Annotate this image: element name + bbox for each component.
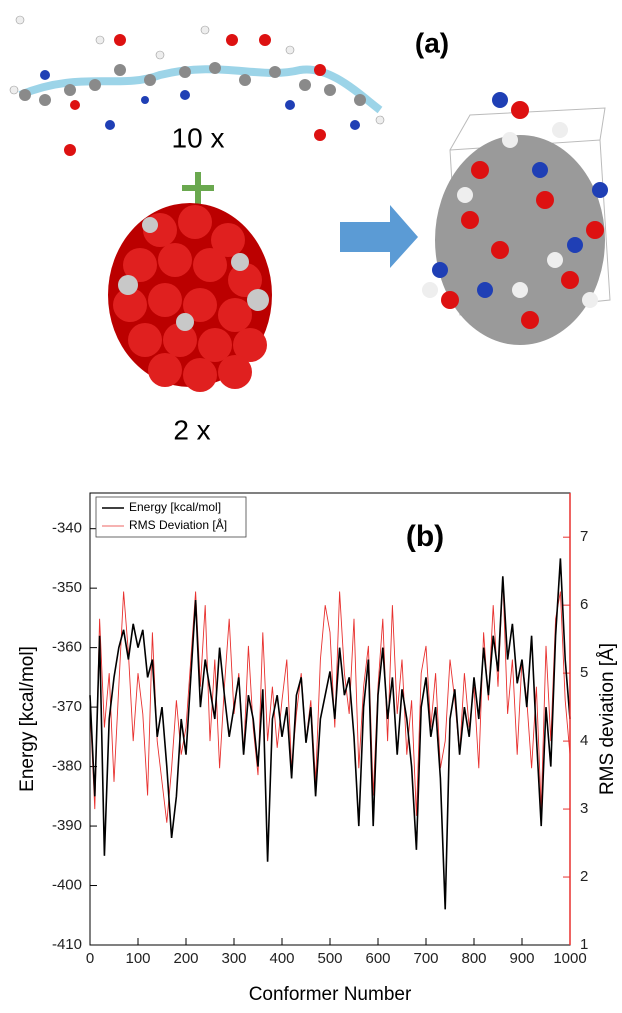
y2-tick-label: 1	[580, 936, 588, 953]
legend-label: RMS Deviation [Å]	[129, 517, 227, 532]
plot-frame	[89, 492, 571, 946]
y2-tick-label: 7	[580, 528, 588, 545]
x-tick-label: 100	[125, 950, 150, 967]
complex	[422, 92, 611, 345]
y2-tick-label: 4	[580, 732, 588, 749]
y2-tick-label: 6	[580, 596, 588, 613]
peptide-count: 10 x	[172, 122, 225, 153]
arrow	[340, 205, 418, 268]
chart: 0 100 200 300 400 500 600 700 800 900 1000 -410 -400…	[17, 492, 618, 1005]
y-tick-label: -360	[52, 639, 82, 656]
series-line	[89, 558, 571, 910]
y2-tick-label: 2	[580, 868, 588, 885]
x-tick-label: 0	[86, 950, 94, 967]
x-tick-label: 400	[269, 950, 294, 967]
y-tick-label: -350	[52, 579, 82, 596]
x-tick-label: 1000	[553, 950, 586, 967]
x-axis-label: Conformer Number	[249, 984, 412, 1005]
y2-axis-label: RMS deviation [Å]	[597, 643, 618, 795]
legend-label: Energy [kcal/mol]	[129, 500, 221, 514]
series-line	[89, 577, 571, 823]
y2-tick-label: 5	[580, 664, 588, 681]
peptide	[9, 15, 385, 156]
y-tick-label: -380	[52, 758, 82, 775]
y2-tick-label: 3	[580, 800, 588, 817]
cluster	[108, 203, 272, 392]
annotation: (b)	[406, 520, 444, 553]
y-axis-label: Energy [kcal/mol]	[17, 646, 38, 792]
x-tick-label: 700	[413, 950, 438, 967]
cluster-count: 2 x	[173, 414, 210, 445]
x-tick-label: 200	[173, 950, 198, 967]
x-tick-label: 500	[317, 950, 342, 967]
y-tick-label: -390	[52, 817, 82, 834]
x-tick-label: 600	[365, 950, 390, 967]
y-tick-label: -410	[52, 936, 82, 953]
y-tick-label: -370	[52, 698, 82, 715]
x-tick-label: 300	[221, 950, 246, 967]
plus-sign	[182, 172, 214, 204]
x-tick-label: 800	[461, 950, 486, 967]
x-tick-label: 900	[509, 950, 534, 967]
legend-box	[95, 496, 247, 538]
panel-label: (a)	[415, 27, 449, 58]
y-tick-label: -400	[52, 876, 82, 893]
y-tick-label: -340	[52, 520, 82, 537]
